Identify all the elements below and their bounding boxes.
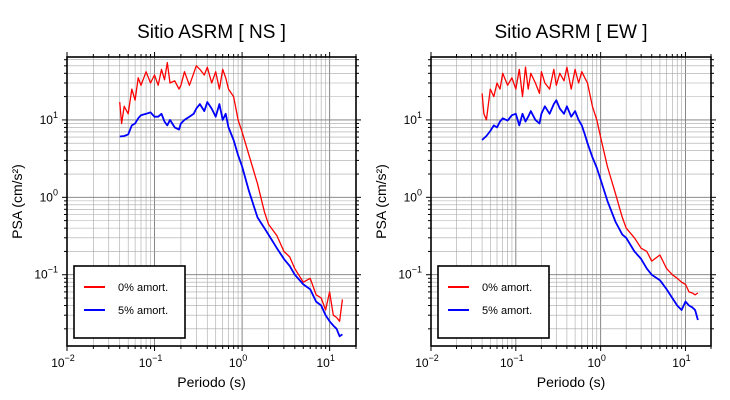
panel-0: Sitio ASRM [ NS ]10−2 10−1 100 10110−110010… (9, 22, 361, 390)
tick-exponent: −1 (412, 265, 422, 275)
tick-base: 10 (404, 113, 418, 127)
legend-box (437, 265, 550, 339)
tick-exponent: 1 (417, 110, 422, 120)
legend-label: 5% amort. (482, 305, 532, 317)
x-tick-label: 101 (672, 353, 690, 370)
tick-base: 10 (51, 356, 65, 370)
tick-base: 10 (398, 268, 412, 282)
series-line-red (119, 61, 344, 322)
tick-exponent: 0 (53, 187, 58, 197)
legend-box (73, 265, 186, 339)
tick-exponent: 0 (242, 353, 247, 363)
y-tick-label: 10−1 (398, 265, 422, 282)
legend-label: 5% amort. (118, 305, 168, 317)
series-group (481, 66, 699, 321)
tick-exponent: 1 (330, 353, 335, 363)
tick-exponent: −1 (152, 353, 162, 363)
tick-base: 10 (316, 356, 330, 370)
tick-base: 10 (404, 190, 418, 204)
x-tick-label: 101 (316, 353, 334, 370)
x-tick-label: 100 (229, 353, 247, 370)
panel-1: Sitio ASRM [ EW ]10−2 10−1 100 10110−110010… (373, 22, 716, 390)
series-line-blue (119, 101, 343, 338)
plot-frame (66, 56, 357, 347)
tick-exponent: 0 (601, 353, 606, 363)
y-tick-label: 100 (40, 187, 58, 204)
y-tick-label: 101 (404, 110, 422, 127)
chart-title: Sitio ASRM [ EW ] (494, 22, 647, 43)
x-tick-label: 100 (587, 353, 605, 370)
tick-exponent: −2 (65, 353, 75, 363)
tick-base: 10 (40, 190, 54, 204)
x-axis-label: Periodo (s) (177, 374, 245, 390)
tick-base: 10 (587, 356, 601, 370)
tick-base: 10 (500, 356, 514, 370)
x-axis-label: Periodo (s) (537, 374, 605, 390)
tick-base: 10 (139, 356, 153, 370)
y-tick-label: 101 (40, 110, 58, 127)
legend-label: 0% amort. (118, 282, 168, 294)
series-line-blue (481, 99, 699, 321)
y-tick-label: 100 (404, 187, 422, 204)
x-tick-label: 10−2 (415, 353, 439, 370)
tick-exponent: −1 (513, 353, 523, 363)
legend-label: 0% amort. (482, 282, 532, 294)
tick-exponent: 1 (686, 353, 691, 363)
tick-base: 10 (415, 356, 429, 370)
y-axis-label: PSA (cm/s²) (9, 164, 25, 239)
x-tick-label: 10−1 (500, 353, 524, 370)
y-axis-label: PSA (cm/s²) (373, 164, 389, 239)
tick-base: 10 (229, 356, 243, 370)
tick-base: 10 (40, 113, 54, 127)
x-tick-label: 10−1 (139, 353, 163, 370)
chart-title: Sitio ASRM [ NS ] (137, 22, 286, 43)
series-line-red (481, 66, 699, 296)
tick-exponent: 0 (417, 187, 422, 197)
tick-base: 10 (34, 268, 48, 282)
tick-exponent: 1 (53, 110, 58, 120)
x-tick-label: 10−2 (51, 353, 75, 370)
y-tick-label: 10−1 (34, 265, 58, 282)
legend: 0% amort. 5% amort. (73, 265, 186, 339)
tick-exponent: −1 (48, 265, 58, 275)
plot-frame (430, 56, 712, 347)
tick-exponent: −2 (429, 353, 439, 363)
series-group (119, 61, 344, 338)
grid (62, 52, 361, 351)
legend: 0% amort. 5% amort. (437, 265, 550, 339)
tick-base: 10 (672, 356, 686, 370)
